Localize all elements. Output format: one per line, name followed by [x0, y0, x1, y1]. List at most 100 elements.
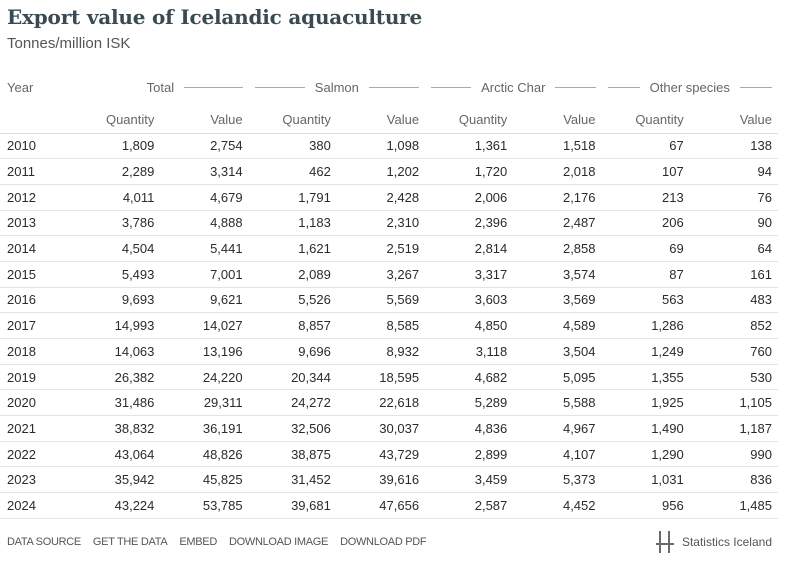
value-cell: 9,693	[72, 287, 161, 314]
sub-header-total-quantity: Quantity	[72, 100, 161, 134]
sub-header-other-value: Value	[689, 100, 778, 134]
data-table: Year Total Salmon Arctic Char Other spec…	[0, 74, 778, 519]
footer-links: DATA SOURCE GET THE DATA EMBED DOWNLOAD …	[7, 536, 427, 548]
value-cell: 43,224	[72, 492, 161, 519]
download-pdf-link[interactable]: DOWNLOAD PDF	[340, 536, 427, 548]
value-cell: 7,001	[160, 261, 249, 288]
value-cell: 3,574	[513, 261, 602, 288]
value-cell: 69	[601, 235, 690, 262]
value-cell: 90	[689, 210, 778, 237]
value-cell: 5,588	[513, 389, 602, 417]
value-cell: 4,682	[425, 364, 514, 391]
download-image-link[interactable]: DOWNLOAD IMAGE	[228, 536, 329, 548]
value-cell: 2,396	[425, 210, 514, 237]
year-cell: 2022	[0, 441, 73, 468]
table-row: 2019 26,382 24,220 20,344 18,595 4,682 5,095 1,…	[0, 364, 778, 391]
value-cell: 4,504	[72, 235, 161, 262]
table-row: 2017 14,993 14,027 8,857 8,585 4,850 4,589 1,28…	[0, 312, 778, 339]
value-cell: 3,314	[160, 158, 249, 185]
value-cell: 32,506	[248, 415, 337, 442]
value-cell: 14,027	[160, 312, 249, 339]
value-cell: 4,589	[513, 312, 602, 339]
value-cell: 5,373	[513, 466, 602, 494]
get-the-data-link[interactable]: GET THE DATA	[92, 536, 168, 548]
brand-name: Statistics Iceland	[681, 535, 772, 549]
table-row: 2021 38,832 36,191 32,506 30,037 4,836 4,967 1,…	[0, 415, 778, 442]
value-cell: 4,107	[513, 441, 602, 468]
value-cell: 2,089	[248, 261, 337, 288]
year-header: Year	[7, 79, 34, 95]
value-cell: 29,311	[160, 389, 249, 417]
value-cell: 31,486	[72, 389, 161, 417]
value-cell: 2,176	[513, 184, 602, 211]
year-cell: 2016	[0, 287, 73, 314]
chart-title: Export value of Icelandic aquaculture	[7, 5, 423, 29]
value-cell: 4,888	[160, 210, 249, 237]
value-cell: 1,290	[601, 441, 690, 468]
value-cell: 1,202	[336, 158, 426, 185]
value-cell: 213	[601, 184, 690, 211]
sub-header-salmon-value: Value	[336, 100, 426, 134]
value-cell: 2,519	[336, 235, 426, 262]
sub-header-total-value: Value	[160, 100, 249, 134]
value-cell: 8,857	[248, 312, 337, 339]
value-cell: 4,679	[160, 184, 249, 211]
value-cell: 87	[601, 261, 690, 288]
sub-header-char-quantity: Quantity	[425, 100, 514, 134]
value-cell: 1,925	[601, 389, 690, 417]
table-row: 2011 2,289 3,314 462 1,202 1,720 2,018 107 94	[0, 158, 778, 185]
value-cell: 1,187	[689, 415, 778, 442]
sub-header-salmon-quantity: Quantity	[248, 100, 337, 134]
year-cell: 2019	[0, 364, 73, 391]
year-cell: 2021	[0, 415, 73, 442]
value-cell: 43,064	[72, 441, 161, 468]
value-cell: 1,286	[601, 312, 690, 339]
value-cell: 161	[689, 261, 778, 288]
group-header-row: Year Total Salmon Arctic Char Other spec…	[0, 74, 778, 100]
value-cell: 5,493	[72, 261, 161, 288]
value-cell: 4,836	[425, 415, 514, 442]
sub-header-row: Quantity Value Quantity Value Quantity V…	[0, 100, 778, 134]
table-row: 2010 1,809 2,754 380 1,098 1,361 1,518 67 138	[0, 133, 778, 160]
value-cell: 4,850	[425, 312, 514, 339]
table-row: 2022 43,064 48,826 38,875 43,729 2,899 4,107 1,…	[0, 441, 778, 468]
value-cell: 8,932	[336, 338, 426, 365]
value-cell: 3,569	[513, 287, 602, 314]
value-cell: 3,459	[425, 466, 514, 494]
year-cell: 2023	[0, 466, 73, 494]
value-cell: 2,289	[72, 158, 161, 185]
value-cell: 38,875	[248, 441, 337, 468]
value-cell: 8,585	[336, 312, 426, 339]
value-cell: 3,603	[425, 287, 514, 314]
value-cell: 2,006	[425, 184, 514, 211]
value-cell: 26,382	[72, 364, 161, 391]
data-source-link[interactable]: DATA SOURCE	[7, 536, 81, 548]
value-cell: 36,191	[160, 415, 249, 442]
year-cell: 2024	[0, 492, 73, 519]
value-cell: 45,825	[160, 466, 249, 494]
value-cell: 39,681	[248, 492, 337, 519]
value-cell: 47,656	[336, 492, 426, 519]
value-cell: 35,942	[72, 466, 161, 494]
value-cell: 14,993	[72, 312, 161, 339]
table-row: 2012 4,011 4,679 1,791 2,428 2,006 2,176 213 76	[0, 184, 778, 211]
value-cell: 483	[689, 287, 778, 314]
value-cell: 1,355	[601, 364, 690, 391]
value-cell: 67	[601, 133, 690, 160]
value-cell: 5,289	[425, 389, 514, 417]
chart-subtitle: Tonnes/million ISK	[7, 35, 131, 52]
table-row: 2023 35,942 45,825 31,452 39,616 3,459 5,373 1,…	[0, 466, 778, 494]
value-cell: 2,428	[336, 184, 426, 211]
year-cell: 2018	[0, 338, 73, 365]
brand[interactable]: Statistics Iceland	[655, 530, 772, 554]
value-cell: 3,786	[72, 210, 161, 237]
year-cell: 2011	[0, 158, 73, 185]
group-header-other-species: Other species	[602, 74, 778, 100]
year-cell: 2017	[0, 312, 73, 339]
value-cell: 2,814	[425, 235, 514, 262]
value-cell: 563	[601, 287, 690, 314]
value-cell: 1,105	[689, 389, 778, 417]
embed-link[interactable]: EMBED	[179, 536, 217, 548]
value-cell: 39,616	[336, 466, 426, 494]
value-cell: 22,618	[336, 389, 426, 417]
